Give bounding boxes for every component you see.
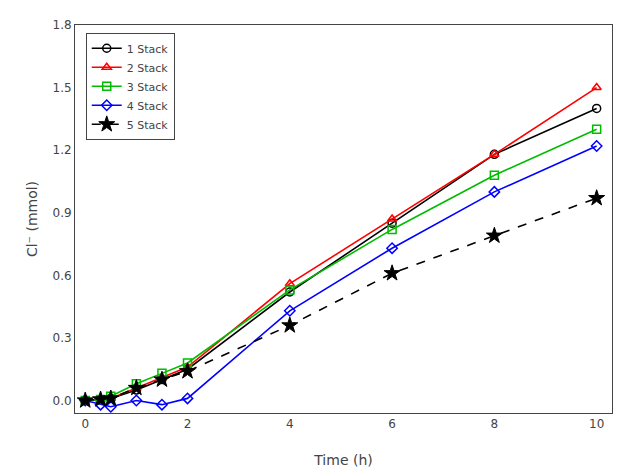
svg-text:1.5: 1.5 — [53, 81, 72, 95]
svg-text:2: 2 — [184, 417, 192, 431]
svg-text:Cl⁻ (mmol): Cl⁻ (mmol) — [24, 181, 40, 257]
svg-text:0.6: 0.6 — [53, 269, 72, 283]
svg-text:2 Stack: 2 Stack — [127, 62, 169, 75]
svg-text:8: 8 — [491, 417, 499, 431]
svg-text:1.2: 1.2 — [53, 143, 72, 157]
svg-text:4: 4 — [286, 417, 294, 431]
svg-text:0.3: 0.3 — [53, 331, 72, 345]
svg-text:3 Stack: 3 Stack — [127, 81, 169, 94]
svg-text:1 Stack: 1 Stack — [127, 43, 169, 56]
svg-text:Time (h): Time (h) — [313, 452, 373, 468]
svg-text:4 Stack: 4 Stack — [127, 100, 169, 113]
svg-text:0.9: 0.9 — [53, 206, 72, 220]
svg-text:0: 0 — [81, 417, 89, 431]
svg-text:5 Stack: 5 Stack — [127, 119, 169, 132]
svg-text:1.8: 1.8 — [53, 18, 72, 32]
svg-text:10: 10 — [589, 417, 604, 431]
svg-text:0.0: 0.0 — [53, 394, 72, 408]
svg-text:6: 6 — [388, 417, 396, 431]
